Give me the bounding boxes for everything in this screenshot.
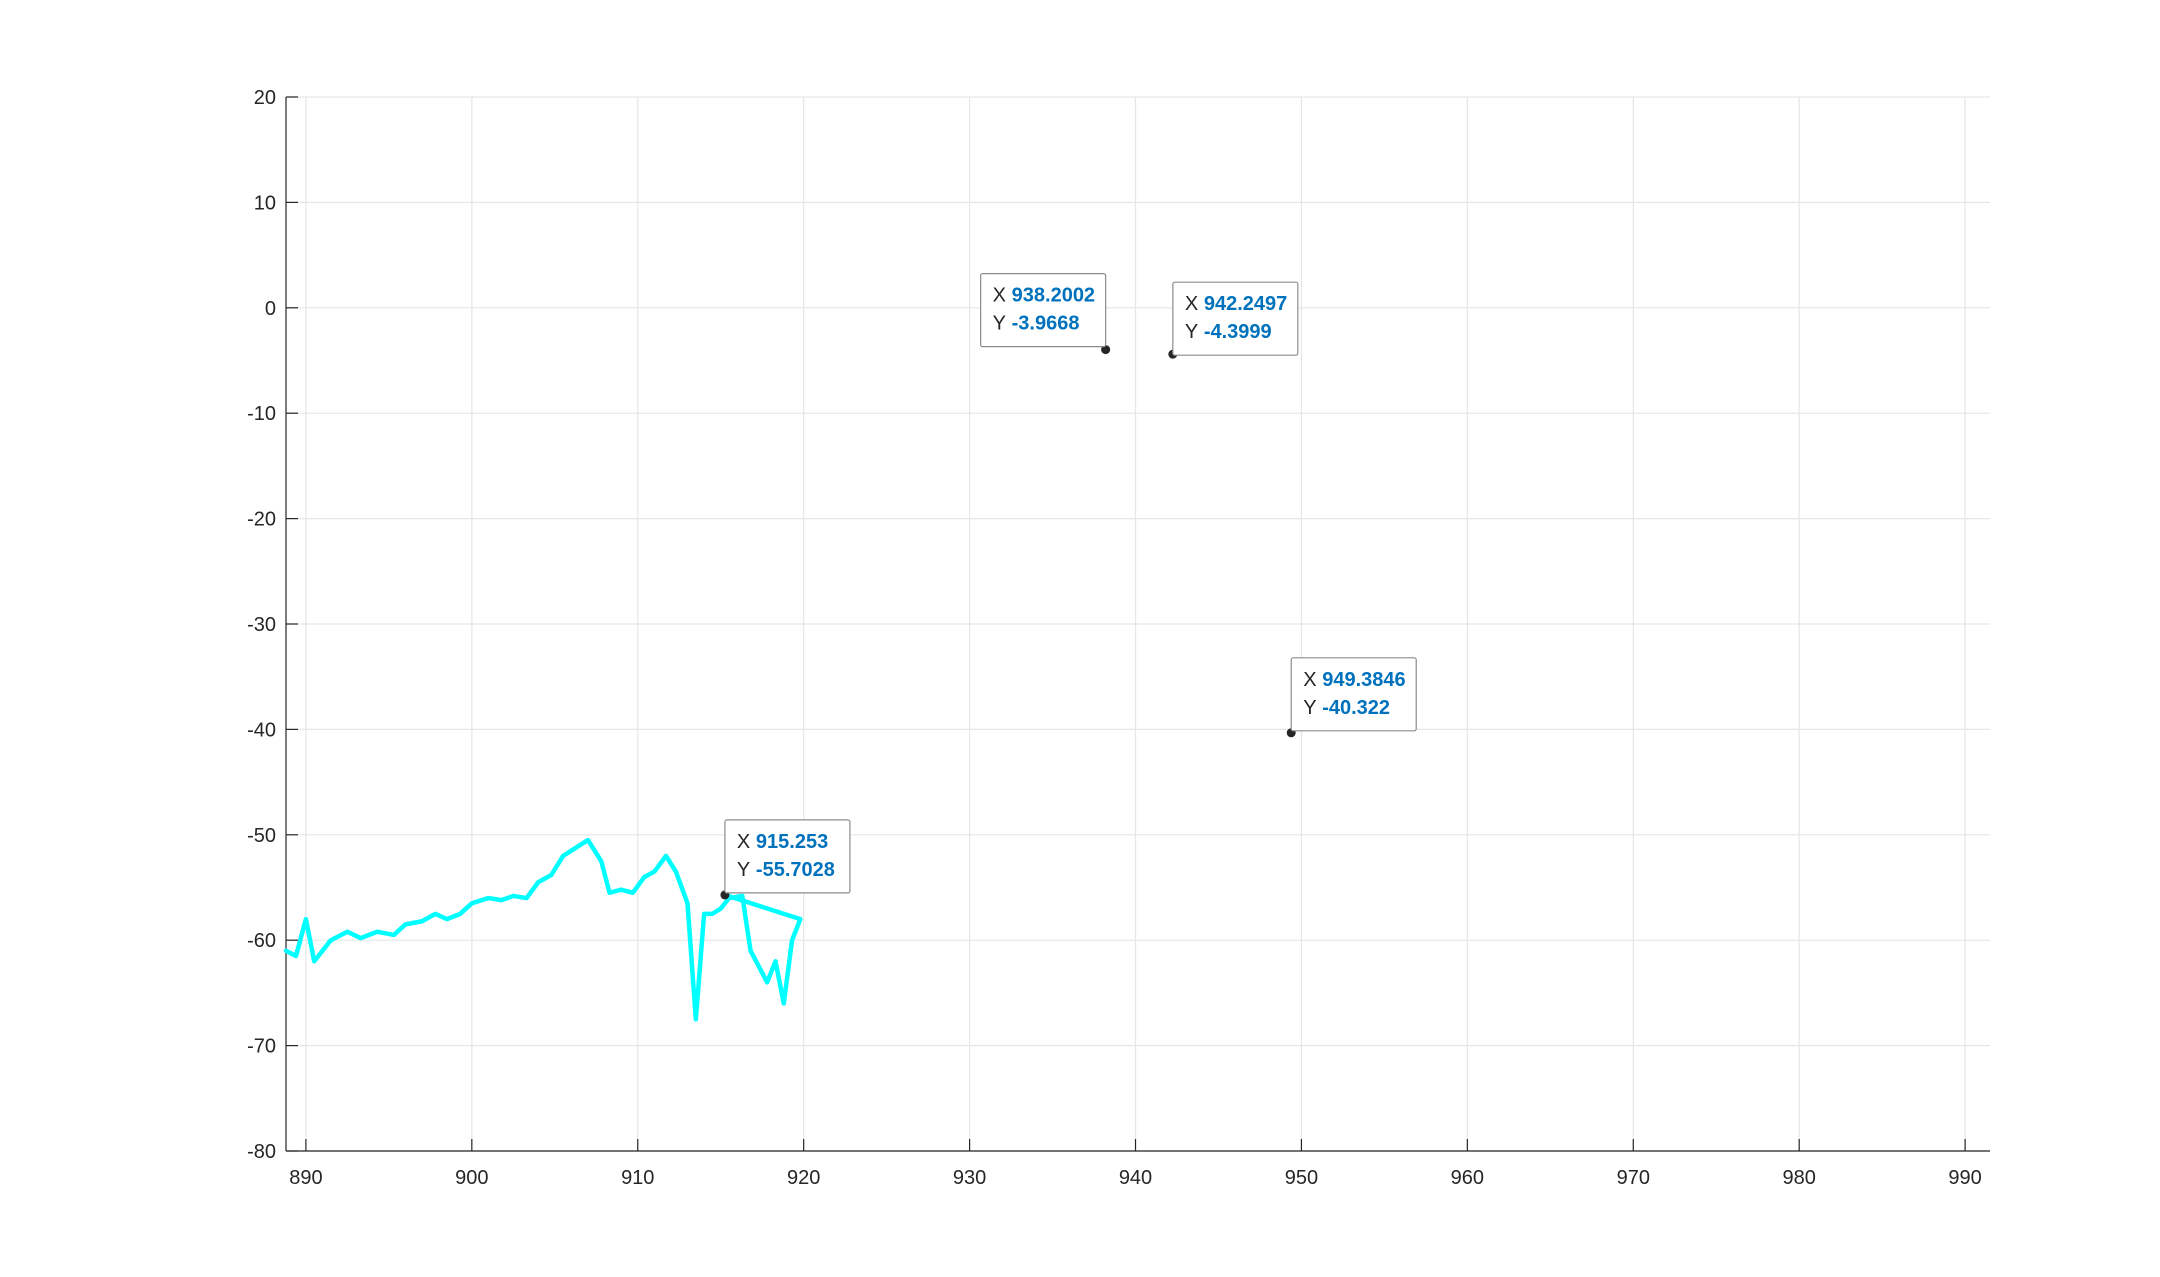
datatip-box: [1172, 281, 1299, 356]
datatip-x-key: X: [1303, 669, 1316, 691]
y-tick-label: -30: [247, 614, 276, 636]
datatip-box: [1290, 657, 1417, 732]
series-layer: [283, 837, 803, 1022]
datatip-marker: [1101, 345, 1111, 355]
datatip-y-value: -55.7028: [756, 859, 835, 881]
x-tick-label: 930: [953, 1167, 986, 1189]
datatip-x-key: X: [1185, 293, 1198, 315]
datatip: X 938.2002 Y -3.9668: [980, 273, 1107, 348]
x-tick-label: 950: [1285, 1167, 1318, 1189]
marker-layer: [720, 345, 1296, 900]
y-tick-label: -10: [247, 403, 276, 425]
datatip-y-value: -4.3999: [1204, 321, 1272, 343]
datatip: X 915.253 Y -55.7028: [724, 819, 851, 894]
series-line: [283, 837, 803, 1022]
datatip-y-key: Y: [1185, 321, 1198, 343]
y-tick-label: -40: [247, 719, 276, 741]
x-tick-label: 920: [787, 1167, 820, 1189]
y-tick-label: -20: [247, 509, 276, 531]
x-tick-label: 890: [289, 1167, 322, 1189]
datatip-y-key: Y: [737, 859, 750, 881]
datatip-box: [980, 273, 1107, 348]
datatip-y-key: Y: [1303, 697, 1316, 719]
y-tick-label: 10: [254, 192, 276, 214]
datatip-x-value: 938.2002: [1012, 285, 1095, 307]
x-tick-label: 910: [621, 1167, 654, 1189]
datatip-layer: X 938.2002 Y -3.9668 X 942.2497 Y -4.3999 X 949.3…: [724, 273, 1417, 894]
datatip-y-value: -3.9668: [1012, 313, 1080, 335]
y-tick-label: 20: [254, 87, 276, 109]
x-tick-label: 940: [1119, 1167, 1152, 1189]
x-tick-label: 970: [1617, 1167, 1650, 1189]
datatip: X 942.2497 Y -4.3999: [1172, 281, 1299, 356]
datatip-x-key: X: [737, 831, 750, 853]
datatip-y-value: -40.322: [1322, 697, 1390, 719]
datatip-x-value: 942.2497: [1204, 293, 1287, 315]
x-tick-label: 960: [1451, 1167, 1484, 1189]
datatip-box: [724, 819, 851, 894]
x-tick-label: 900: [455, 1167, 488, 1189]
y-tick-label: 0: [265, 298, 276, 320]
datatip-x-value: 915.253: [756, 831, 828, 853]
y-tick-label: -60: [247, 930, 276, 952]
grid: [286, 96, 1990, 1152]
y-tick-label: -70: [247, 1036, 276, 1058]
y-tick-label: -80: [247, 1141, 276, 1163]
datatip-x-key: X: [993, 285, 1006, 307]
datatip: X 949.3846 Y -40.322: [1290, 657, 1417, 732]
datatip-x-value: 949.3846: [1322, 669, 1405, 691]
axes: 890 900 910 920 930 940 950 960 970 980 990 -80 -70 -…: [247, 87, 1990, 1189]
x-tick-label: 980: [1783, 1167, 1816, 1189]
y-tick-label: -50: [247, 825, 276, 847]
datatip-y-key: Y: [993, 313, 1006, 335]
x-tick-label: 990: [1948, 1167, 1981, 1189]
